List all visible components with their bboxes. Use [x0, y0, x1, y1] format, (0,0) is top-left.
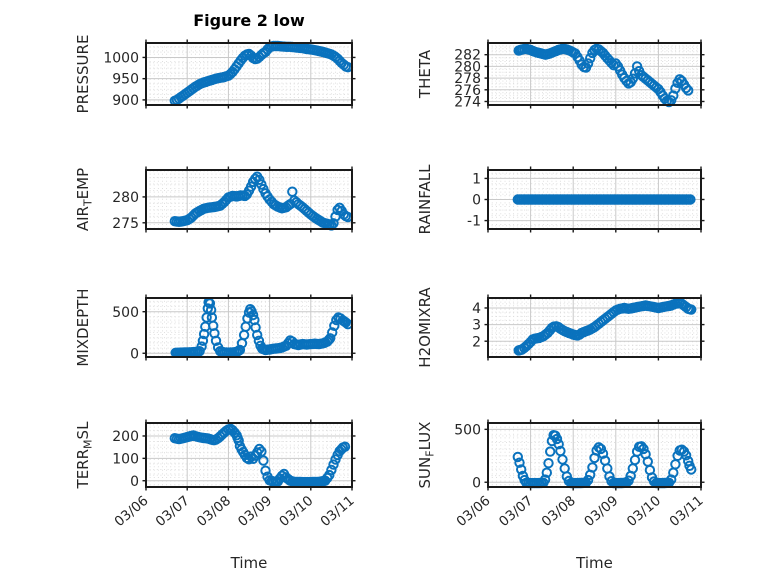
y-axis-label-h2omixra: H2OMIXRA	[416, 287, 434, 368]
y-axis-label-air_temp: AIRTEMP	[74, 168, 95, 231]
x-tick-label: 03/06	[453, 493, 493, 530]
y-tick-label: 500	[112, 305, 139, 321]
x-tick-label: 03/11	[317, 493, 357, 530]
y-tick-label: 1000	[103, 50, 139, 66]
x-tick-label: 03/10	[276, 493, 316, 530]
y-tick-label: 900	[112, 93, 139, 109]
axes-box	[145, 42, 353, 106]
y-tick-label: 0	[472, 475, 481, 491]
subplot-h2omixra: 234 H2OMIXRA	[416, 287, 705, 368]
y-axis-label-terr_msl: TERRMSL	[74, 421, 95, 490]
x-tick-label: 03/09	[581, 493, 621, 530]
x-tick-label: 03/07	[496, 493, 536, 530]
tick-marks	[484, 294, 705, 361]
y-tick-label: 280	[454, 59, 481, 75]
y-tick-label: 0	[472, 193, 481, 209]
subplot-air_temp: 275 280 AIRTEMP	[74, 166, 356, 233]
y-axis-label-rainfall: RAINFALL	[416, 164, 434, 235]
h2omixra-series-markers	[513, 297, 697, 356]
y-axis-label-pressure: PRESSURE	[74, 35, 92, 114]
y-axis-label-sun_flux: SUNFLUX	[416, 422, 437, 489]
tick-marks	[142, 419, 356, 491]
axes-box	[145, 297, 353, 358]
air_temp-series-markers	[169, 171, 354, 231]
subplot-sun_flux: 0 500 03/06 03/07 03/08 03/09 03/10 03/11 SUNFLU…	[416, 419, 707, 530]
x-tick-label: 03/09	[235, 493, 275, 530]
axes-box	[487, 297, 702, 358]
terr_msl-series-markers	[169, 423, 351, 488]
figure-title: Figure 2 low	[193, 11, 305, 30]
y-tick-label: 2	[472, 334, 481, 350]
tick-marks	[142, 166, 356, 233]
y-tick-label: 950	[112, 72, 139, 88]
x-tick-label: 03/06	[111, 493, 151, 530]
y-tick-label: 275	[112, 216, 139, 232]
minor-grid	[146, 298, 352, 357]
y-tick-label: 3	[472, 318, 481, 334]
tick-marks	[142, 39, 356, 109]
axes-box	[145, 422, 353, 488]
y-tick-label: 4	[472, 301, 481, 317]
y-tick-label: 0	[130, 346, 139, 362]
x-tick-label: 03/10	[624, 493, 664, 530]
y-tick-label: 278	[454, 71, 481, 87]
subplot-pressure: 900 950 1000 PRESSURE	[74, 35, 356, 114]
tick-marks	[484, 419, 705, 491]
axes-box	[145, 169, 353, 230]
mixdepth-series-markers	[170, 297, 354, 358]
x-tick-label: 03/08	[539, 493, 579, 530]
subplot-mixdepth: 0 500 MIXDEPTH	[74, 288, 356, 367]
y-axis-label-theta: THETA	[416, 49, 434, 99]
subplot-rainfall: -1 0 1 RAINFALL	[416, 164, 705, 235]
y-tick-label: 276	[454, 83, 481, 99]
x-tick-label: 03/08	[194, 493, 234, 530]
tick-marks	[142, 294, 356, 361]
tick-marks	[484, 39, 705, 109]
y-tick-label: 1	[472, 171, 481, 187]
y-axis-label-mixdepth: MIXDEPTH	[74, 288, 92, 366]
subplot-terr_msl: 0 100 200 03/06 03/07 03/08 03/09 03/10 03/11 TER…	[74, 419, 358, 530]
axes-box	[487, 422, 702, 488]
y-tick-label: 500	[454, 422, 481, 438]
tick-marks	[484, 166, 705, 233]
axes-box	[487, 42, 702, 106]
rainfall-series-markers	[512, 194, 696, 205]
x-axis-label-left: Time	[230, 554, 268, 572]
y-tick-label: -1	[467, 214, 481, 230]
y-tick-label: 100	[112, 451, 139, 467]
x-tick-label: 03/07	[153, 493, 193, 530]
y-tick-label: 0	[130, 474, 139, 490]
x-tick-label: 03/11	[666, 493, 706, 530]
y-tick-label: 274	[454, 95, 481, 111]
y-tick-label: 282	[454, 48, 481, 64]
x-axis-label-right: Time	[576, 554, 613, 572]
y-tick-label: 280	[112, 190, 139, 206]
y-tick-label: 200	[112, 429, 139, 445]
sun_flux-series-markers	[512, 430, 697, 489]
